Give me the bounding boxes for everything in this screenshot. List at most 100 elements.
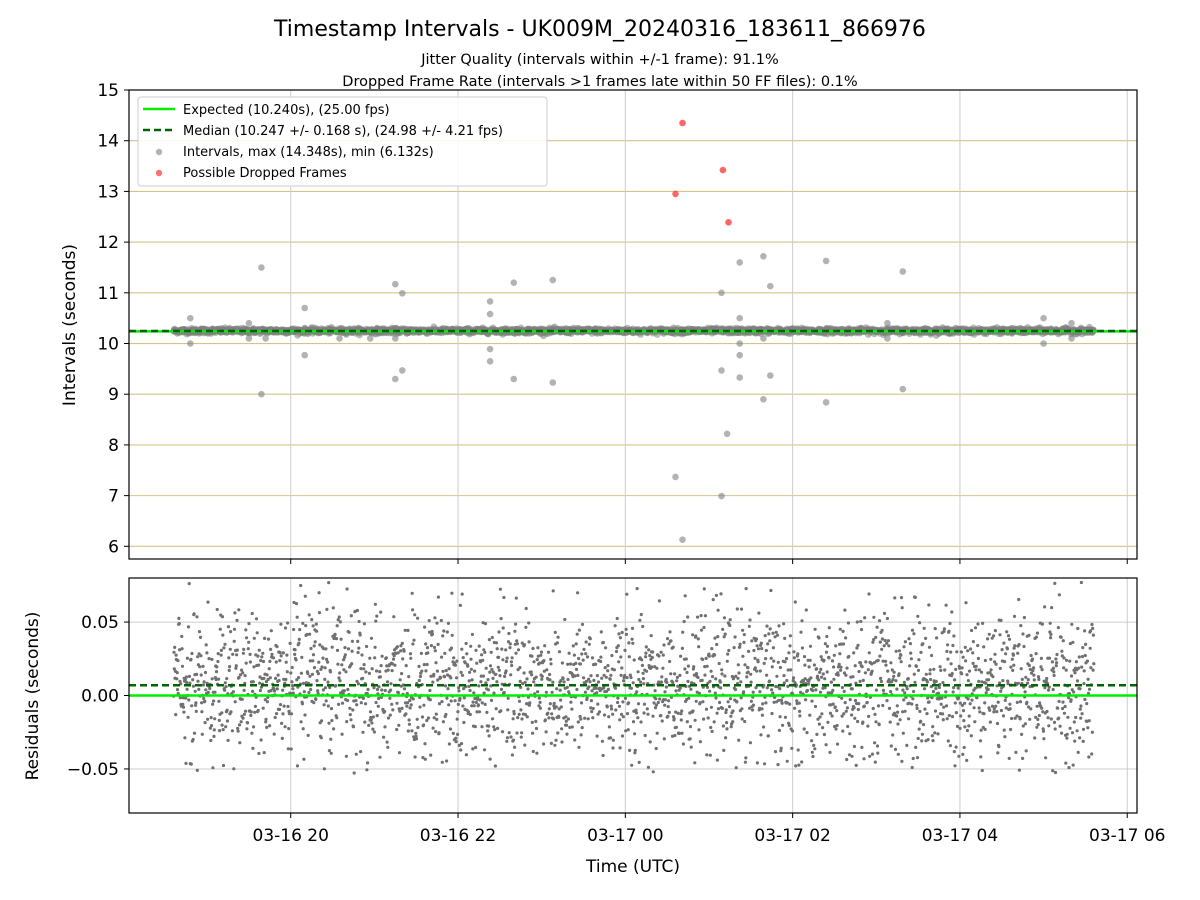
residual-point bbox=[477, 710, 482, 714]
interval-outlier-point bbox=[1068, 335, 1075, 342]
residual-point bbox=[620, 630, 624, 635]
residual-point bbox=[781, 723, 785, 727]
residual-point bbox=[354, 752, 358, 756]
residual-point bbox=[859, 619, 863, 624]
residual-point bbox=[175, 677, 179, 681]
residual-point bbox=[265, 725, 269, 730]
residual-point bbox=[434, 712, 438, 716]
residual-point bbox=[324, 647, 328, 651]
residual-point bbox=[939, 702, 943, 706]
residual-point bbox=[734, 766, 738, 770]
residual-point bbox=[309, 646, 313, 651]
residual-point bbox=[300, 655, 304, 660]
residual-point bbox=[290, 665, 294, 670]
residual-point bbox=[519, 708, 523, 712]
residual-point bbox=[872, 615, 876, 619]
residual-point bbox=[224, 725, 228, 729]
residual-point bbox=[505, 739, 509, 743]
residual-point bbox=[873, 741, 877, 745]
residual-point bbox=[242, 712, 246, 716]
residual-point bbox=[898, 656, 902, 660]
residual-point bbox=[402, 649, 406, 653]
residual-point bbox=[445, 630, 449, 634]
intervals-y-axis-label: Intervals (seconds) bbox=[60, 244, 80, 406]
residual-point bbox=[947, 629, 951, 634]
intervals-y-tick-label: 9 bbox=[108, 385, 119, 405]
residual-point bbox=[783, 715, 788, 719]
residual-point bbox=[927, 645, 932, 649]
residual-point bbox=[967, 714, 971, 718]
residual-point bbox=[471, 747, 475, 751]
residual-point bbox=[580, 622, 585, 627]
residual-point bbox=[502, 595, 506, 600]
residual-point bbox=[967, 669, 972, 673]
residual-point bbox=[755, 761, 760, 765]
residual-point bbox=[334, 684, 338, 688]
residual-point bbox=[683, 594, 687, 598]
residual-point bbox=[413, 755, 417, 759]
residual-point bbox=[345, 720, 349, 724]
residual-point bbox=[945, 649, 949, 654]
residual-point bbox=[662, 737, 666, 741]
residual-point bbox=[278, 651, 282, 655]
residual-point bbox=[774, 630, 778, 634]
residual-point bbox=[481, 658, 485, 662]
residual-point bbox=[726, 652, 730, 656]
residual-point bbox=[889, 661, 893, 665]
residual-point bbox=[788, 634, 793, 638]
residual-point bbox=[432, 716, 436, 720]
residual-point bbox=[739, 680, 743, 684]
residual-point bbox=[376, 704, 380, 708]
residual-point bbox=[688, 725, 693, 729]
residual-point bbox=[235, 618, 239, 623]
residual-point bbox=[618, 746, 622, 750]
residual-point bbox=[362, 663, 366, 667]
residual-point bbox=[396, 651, 400, 655]
residual-point bbox=[496, 726, 500, 731]
residual-point bbox=[863, 671, 868, 675]
residual-point bbox=[971, 640, 976, 644]
residual-point bbox=[928, 668, 932, 672]
residual-point bbox=[715, 642, 719, 647]
residual-point bbox=[910, 628, 915, 632]
residual-point bbox=[362, 622, 366, 626]
residual-point bbox=[617, 704, 622, 708]
residual-point bbox=[735, 700, 739, 704]
residual-point bbox=[950, 672, 954, 676]
residual-point bbox=[856, 707, 860, 712]
residual-point bbox=[932, 667, 936, 671]
residual-point bbox=[767, 679, 772, 683]
residual-point bbox=[625, 592, 629, 596]
residual-point bbox=[295, 678, 299, 682]
residual-point bbox=[223, 681, 227, 685]
residual-point bbox=[323, 677, 327, 682]
residual-point bbox=[798, 714, 802, 718]
residual-point bbox=[238, 741, 242, 745]
residual-point bbox=[620, 734, 625, 738]
residual-point bbox=[312, 666, 317, 670]
residual-point bbox=[878, 654, 882, 658]
residual-point bbox=[519, 735, 523, 739]
residual-point bbox=[630, 626, 635, 631]
residual-point bbox=[689, 687, 693, 691]
interval-outlier-point bbox=[760, 335, 767, 342]
residual-point bbox=[225, 708, 229, 712]
residual-point bbox=[337, 702, 341, 707]
residual-point bbox=[640, 658, 644, 662]
residual-point bbox=[398, 678, 402, 682]
residual-point bbox=[663, 690, 667, 694]
residual-point bbox=[903, 709, 907, 713]
interval-outlier-point bbox=[899, 385, 907, 393]
residual-point bbox=[459, 742, 464, 746]
residual-point bbox=[257, 751, 261, 756]
residual-point bbox=[743, 719, 747, 724]
residual-point bbox=[359, 701, 363, 705]
residual-point bbox=[391, 708, 395, 712]
residual-point bbox=[352, 771, 356, 775]
residual-point bbox=[873, 760, 877, 764]
residual-point bbox=[608, 736, 613, 740]
residual-point bbox=[931, 739, 935, 743]
residual-point bbox=[903, 640, 908, 644]
residual-point bbox=[964, 601, 968, 605]
residual-point bbox=[327, 749, 331, 753]
